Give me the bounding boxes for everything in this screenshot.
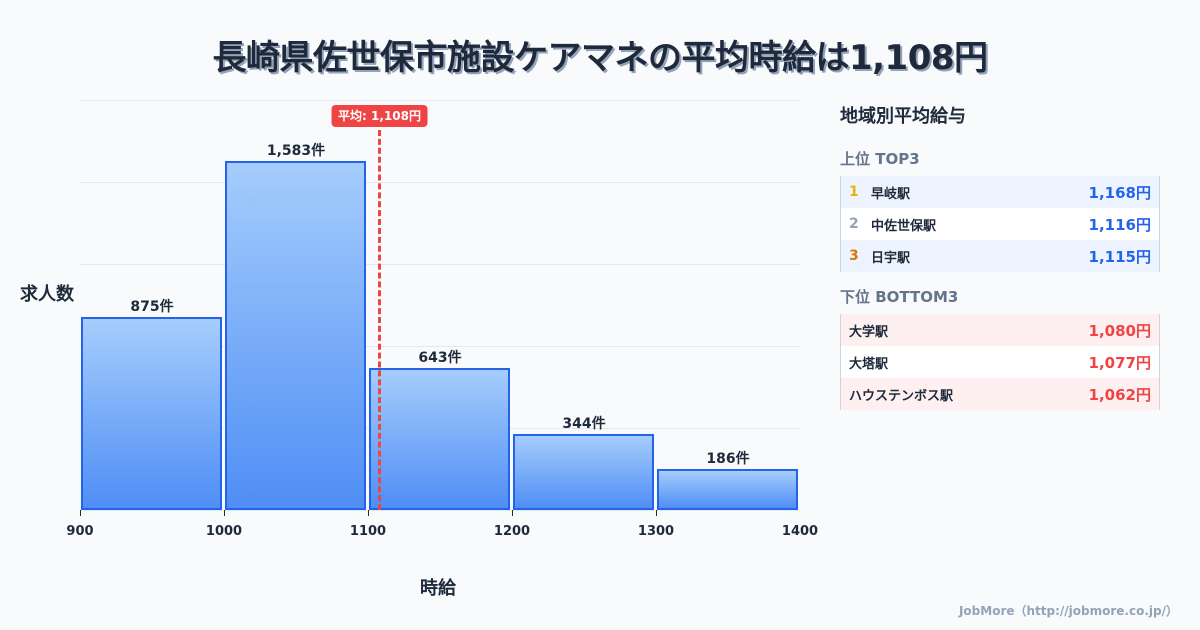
bottom-ranking-table: 大学駅 1,080円大塔駅 1,077円ハウステンボス駅 1,062円 <box>840 314 1160 410</box>
y-axis-label: 求人数 <box>20 284 74 305</box>
histogram-bar <box>513 434 654 510</box>
rank-number: 3 <box>849 248 859 264</box>
rank-number: 1 <box>849 184 859 200</box>
bar-value-label: 643件 <box>418 350 462 367</box>
x-axis-label: 時給 <box>420 578 456 599</box>
ranking-row: 大塔駅 1,077円 <box>841 346 1159 378</box>
bar-value-label: 344件 <box>562 416 606 433</box>
average-wage: 1,077円 <box>1088 353 1151 372</box>
x-tick-label: 900 <box>66 524 94 539</box>
x-tick-mark <box>80 510 81 516</box>
x-tick-mark <box>224 510 225 516</box>
panel-title: 地域別平均給与 <box>840 106 966 127</box>
ranking-row: ハウステンボス駅 1,062円 <box>841 378 1159 410</box>
station-name: 中佐世保駅 <box>871 218 937 234</box>
gridline <box>80 346 800 347</box>
station-name: 大学駅 <box>849 324 889 340</box>
average-wage: 1,115円 <box>1088 247 1151 266</box>
station-name: 日宇駅 <box>871 250 911 266</box>
average-wage: 1,080円 <box>1088 321 1151 340</box>
ranking-row: 大学駅 1,080円 <box>841 314 1159 346</box>
gridline <box>80 264 800 265</box>
x-tick-label: 1000 <box>205 524 243 539</box>
bar-value-label: 875件 <box>130 299 174 316</box>
ranking-row: 3 日宇駅 1,115円 <box>841 240 1159 272</box>
station-name: 大塔駅 <box>849 356 889 372</box>
station-name: ハウステンボス駅 <box>849 388 954 404</box>
ranking-row: 1 早岐駅 1,168円 <box>841 176 1159 208</box>
histogram-bar <box>225 161 366 510</box>
x-tick-label: 1200 <box>493 524 531 539</box>
x-tick-mark <box>368 510 369 516</box>
average-wage: 1,062円 <box>1088 385 1151 404</box>
station-name: 早岐駅 <box>871 186 911 202</box>
gridline <box>80 182 800 183</box>
top-section-title: 上位 TOP3 <box>840 150 920 168</box>
x-tick-mark <box>512 510 513 516</box>
histogram-bar <box>81 317 222 510</box>
regional-salary-panel: 地域別平均給与 上位 TOP3 1 早岐駅 1,168円 2 中佐世保駅 1,116円 3 日… <box>840 102 1160 410</box>
x-axis-baseline <box>80 510 800 511</box>
average-wage: 1,168円 <box>1088 183 1151 202</box>
average-badge: 平均: 1,108円 <box>331 105 428 127</box>
bottom-section-title: 下位 BOTTOM3 <box>840 288 959 306</box>
bar-value-label: 186件 <box>706 451 750 467</box>
histogram-bar <box>369 368 510 510</box>
plot-area: 875件 1,583件 643件 344件 186件 <box>80 100 800 510</box>
ranking-row: 2 中佐世保駅 1,116円 <box>841 208 1159 240</box>
average-wage: 1,116円 <box>1088 215 1151 234</box>
footer-credit: JobMore（http://jobmore.co.jp/） <box>958 604 1178 618</box>
x-tick-label: 1100 <box>349 524 387 539</box>
top-ranking-table: 1 早岐駅 1,168円 2 中佐世保駅 1,116円 3 日宇駅 1,115円 <box>840 176 1160 272</box>
gridline <box>80 100 800 101</box>
chart-title: 長崎県佐世保市施設ケアマネの平均時給は1,108円 <box>212 38 988 78</box>
bar-value-label: 1,583件 <box>266 143 326 160</box>
histogram-bar <box>657 469 798 510</box>
x-tick-label: 1400 <box>781 524 819 539</box>
rank-number: 2 <box>849 216 859 232</box>
x-tick-mark <box>656 510 657 516</box>
x-tick-label: 1300 <box>637 524 675 539</box>
average-line <box>378 130 382 510</box>
